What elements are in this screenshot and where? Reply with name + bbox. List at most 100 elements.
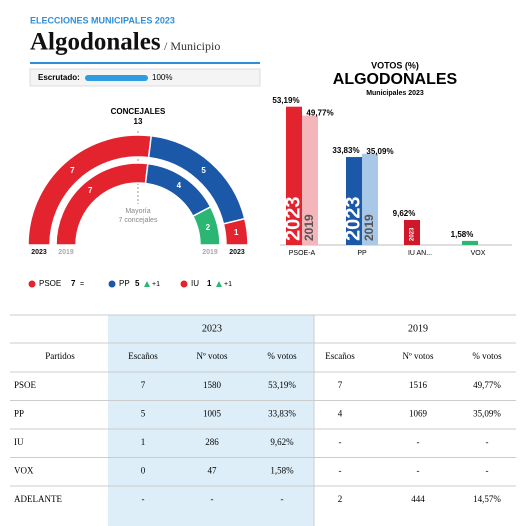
cell: 286 — [205, 437, 219, 447]
column-header: Escaños — [128, 351, 158, 361]
cell: 1516 — [409, 380, 428, 390]
scrutiny-bar — [85, 75, 148, 81]
bar — [302, 115, 318, 246]
subtitle: / Municipio — [164, 39, 220, 53]
cell: - — [486, 466, 489, 476]
cell: IU — [14, 437, 24, 447]
x-tick-label: VOX — [471, 250, 486, 257]
legend-change: +1 — [224, 281, 232, 288]
legend-dot — [28, 280, 36, 288]
ring-year: 2019 — [58, 249, 74, 256]
seat-count: 1 — [234, 228, 239, 237]
bar — [462, 240, 478, 245]
chart-subtitle: ALGODONALES — [333, 71, 458, 88]
column-header: % votos — [472, 351, 502, 361]
legend-name: IU — [191, 279, 199, 288]
legend-dot — [180, 280, 188, 288]
cell: - — [281, 494, 284, 504]
legend-seats: 1 — [207, 279, 212, 288]
x-tick-label: PP — [357, 250, 367, 257]
cell: 2 — [338, 494, 343, 504]
seats-title: CONCEJALES — [111, 107, 166, 116]
bar-year: 2019 — [362, 214, 376, 241]
legend-change: +1 — [152, 281, 160, 288]
chart-caption: Municipales 2023 — [366, 90, 424, 97]
bar-label: 35,09% — [366, 147, 393, 156]
scrutiny-value: 100% — [152, 73, 172, 82]
cell: 9,62% — [270, 437, 294, 447]
cell: - — [142, 494, 145, 504]
majority-label: 7 concejales — [119, 217, 158, 224]
legend-change: = — [80, 281, 84, 288]
seat-count: 7 — [70, 166, 75, 175]
seats-total: 13 — [134, 117, 143, 126]
cell: 53,19% — [268, 380, 296, 390]
chart-title: VOTOS (%) — [371, 60, 419, 70]
column-header: % votos — [267, 351, 297, 361]
cell: 444 — [411, 494, 425, 504]
cell: 1005 — [203, 409, 222, 419]
majority-label: Mayoría — [125, 208, 150, 215]
cell: - — [211, 494, 214, 504]
group-header: 2023 — [202, 323, 222, 334]
highlight-2023 — [108, 315, 314, 526]
column-header: Partidos — [45, 351, 75, 361]
ring-year: 2019 — [202, 249, 218, 256]
bar-label: 33,83% — [332, 146, 359, 155]
bar-label: 49,77% — [306, 109, 333, 118]
cell: 1 — [141, 437, 146, 447]
bar-label: 53,19% — [272, 96, 299, 105]
ring-year: 2023 — [229, 249, 245, 256]
x-tick-label: PSOE-A — [289, 250, 316, 257]
legend-seats: 5 — [135, 279, 140, 288]
bar — [346, 157, 362, 245]
ring-year: 2023 — [31, 249, 47, 256]
legend-up — [216, 281, 222, 287]
cell: 1,58% — [270, 466, 294, 476]
cell: ADELANTE — [14, 494, 62, 504]
cell: - — [339, 466, 342, 476]
cell: 35,09% — [473, 409, 501, 419]
seat-arc — [191, 205, 221, 246]
cell: 4 — [338, 409, 343, 419]
legend-dot — [108, 280, 116, 288]
column-header: Escaños — [325, 351, 355, 361]
cell: 47 — [208, 466, 218, 476]
cell: 1069 — [409, 409, 428, 419]
cell: 1580 — [203, 380, 222, 390]
cell: 33,83% — [268, 409, 296, 419]
bar-year: 2023 — [282, 197, 304, 242]
cell: 5 — [141, 409, 146, 419]
cell: 0 — [141, 466, 146, 476]
bar — [362, 153, 378, 245]
seat-count: 4 — [177, 181, 182, 190]
bar — [404, 219, 420, 245]
legend-name: PSOE — [39, 279, 61, 288]
legend-up — [144, 281, 150, 287]
seat-count: 5 — [201, 166, 206, 175]
cell: - — [339, 437, 342, 447]
bar — [286, 106, 302, 246]
bar-year: 2019 — [302, 214, 316, 241]
column-header: Nº votos — [402, 351, 434, 361]
cell: - — [417, 466, 420, 476]
legend-seats: 7 — [71, 279, 76, 288]
cell: 14,57% — [473, 494, 501, 504]
group-header: 2019 — [408, 323, 428, 334]
x-tick-label: IU AN... — [408, 250, 432, 257]
cell: - — [417, 437, 420, 447]
bar-year: 2023 — [342, 197, 364, 242]
title: Algodonales — [30, 29, 161, 56]
bar-label: 1,58% — [451, 230, 474, 239]
kicker: ELECCIONES MUNICIPALES 2023 — [30, 15, 175, 25]
cell: PP — [14, 409, 24, 419]
cell: 49,77% — [473, 380, 501, 390]
seat-count: 7 — [88, 186, 93, 195]
seat-arc — [222, 217, 249, 246]
scrutiny-label: Escrutado: — [38, 73, 80, 82]
cell: 7 — [338, 380, 343, 390]
cell: 7 — [141, 380, 146, 390]
bar-label: 9,62% — [393, 209, 416, 218]
